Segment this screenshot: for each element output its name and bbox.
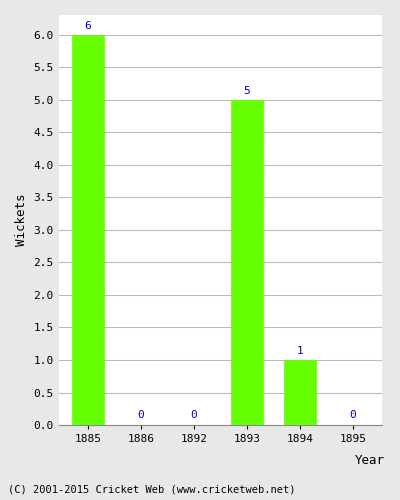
Text: 1: 1: [296, 346, 303, 356]
Text: Year: Year: [355, 454, 385, 467]
Text: (C) 2001-2015 Cricket Web (www.cricketweb.net): (C) 2001-2015 Cricket Web (www.cricketwe…: [8, 485, 296, 495]
Bar: [231, 100, 263, 425]
Bar: [284, 360, 316, 425]
Text: 6: 6: [84, 20, 91, 30]
Text: 0: 0: [190, 410, 197, 420]
Text: 0: 0: [138, 410, 144, 420]
Text: 0: 0: [349, 410, 356, 420]
Text: 5: 5: [244, 86, 250, 96]
Y-axis label: Wickets: Wickets: [15, 194, 28, 246]
Bar: [72, 34, 104, 425]
